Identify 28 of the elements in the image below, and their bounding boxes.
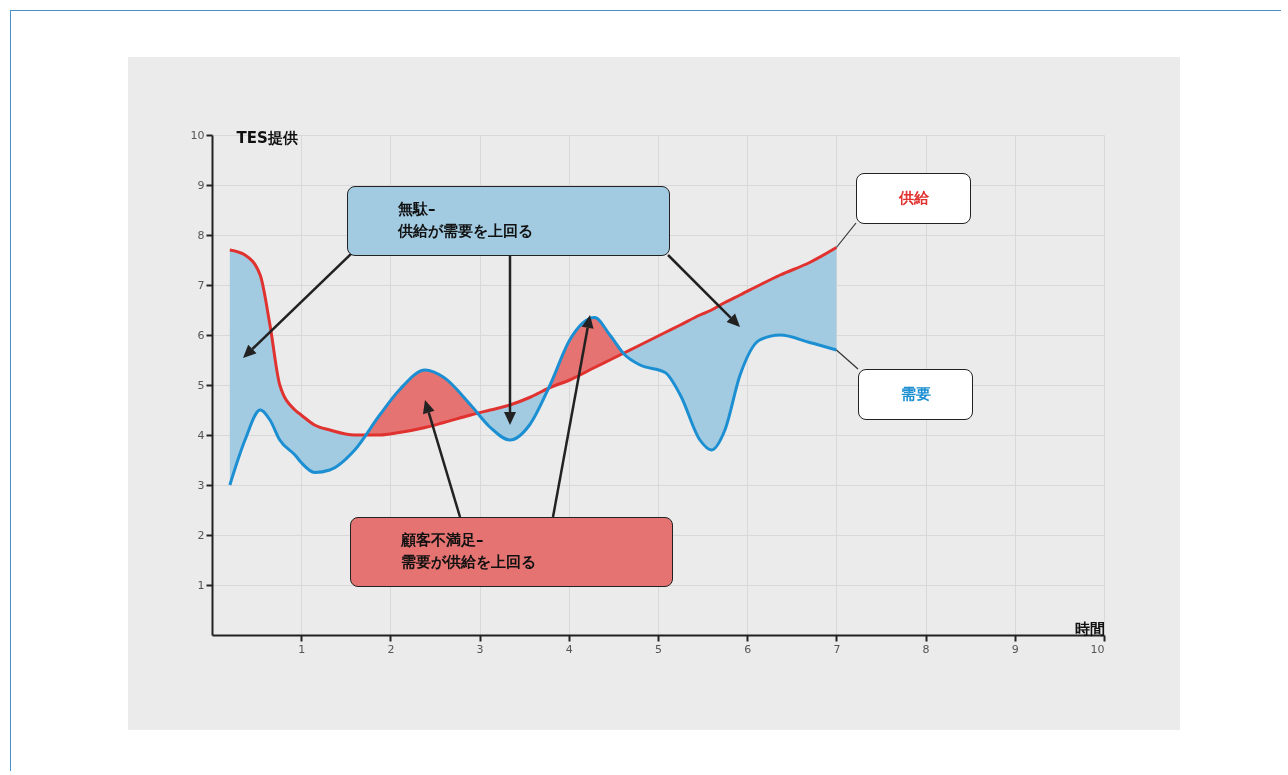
x-tick-label: 1 bbox=[298, 642, 306, 656]
y-tick-label: 4 bbox=[197, 428, 205, 442]
y-tick-label: 1 bbox=[197, 578, 205, 592]
x-tick-label: 5 bbox=[655, 642, 662, 656]
x-tick-label: 10 bbox=[1090, 642, 1105, 656]
x-tick-label: 8 bbox=[922, 642, 930, 656]
x-tick-label: 4 bbox=[565, 642, 573, 656]
x-tick-label: 3 bbox=[476, 642, 484, 656]
callout: 無駄– 供給が需要を上回る bbox=[347, 186, 670, 256]
x-tick-label: 9 bbox=[1011, 642, 1019, 656]
y-axis-title: TES提供 bbox=[236, 128, 298, 147]
label-box: 供給 bbox=[856, 173, 971, 224]
line-series bbox=[228, 246, 838, 437]
line-series bbox=[228, 316, 838, 487]
label-box: 需要 bbox=[858, 369, 973, 420]
y-tick-label: 5 bbox=[197, 378, 205, 392]
y-tick-label: 10 bbox=[190, 128, 205, 142]
x-axis-title: 時間 bbox=[1074, 619, 1105, 638]
x-tick-label: 6 bbox=[744, 642, 752, 656]
y-tick-label: 2 bbox=[197, 528, 205, 542]
x-tick-label: 7 bbox=[833, 642, 841, 656]
y-tick-label: 3 bbox=[197, 478, 205, 492]
y-tick-label: 9 bbox=[197, 178, 205, 192]
x-tick-label: 2 bbox=[387, 642, 395, 656]
y-tick-label: 8 bbox=[197, 228, 205, 242]
y-tick-label: 6 bbox=[197, 328, 205, 342]
y-tick-label: 7 bbox=[197, 278, 205, 292]
callout: 顧客不満足– 需要が供給を上回る bbox=[350, 517, 673, 587]
